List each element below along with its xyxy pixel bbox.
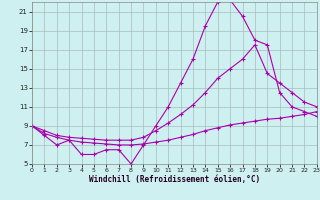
X-axis label: Windchill (Refroidissement éolien,°C): Windchill (Refroidissement éolien,°C) — [89, 175, 260, 184]
